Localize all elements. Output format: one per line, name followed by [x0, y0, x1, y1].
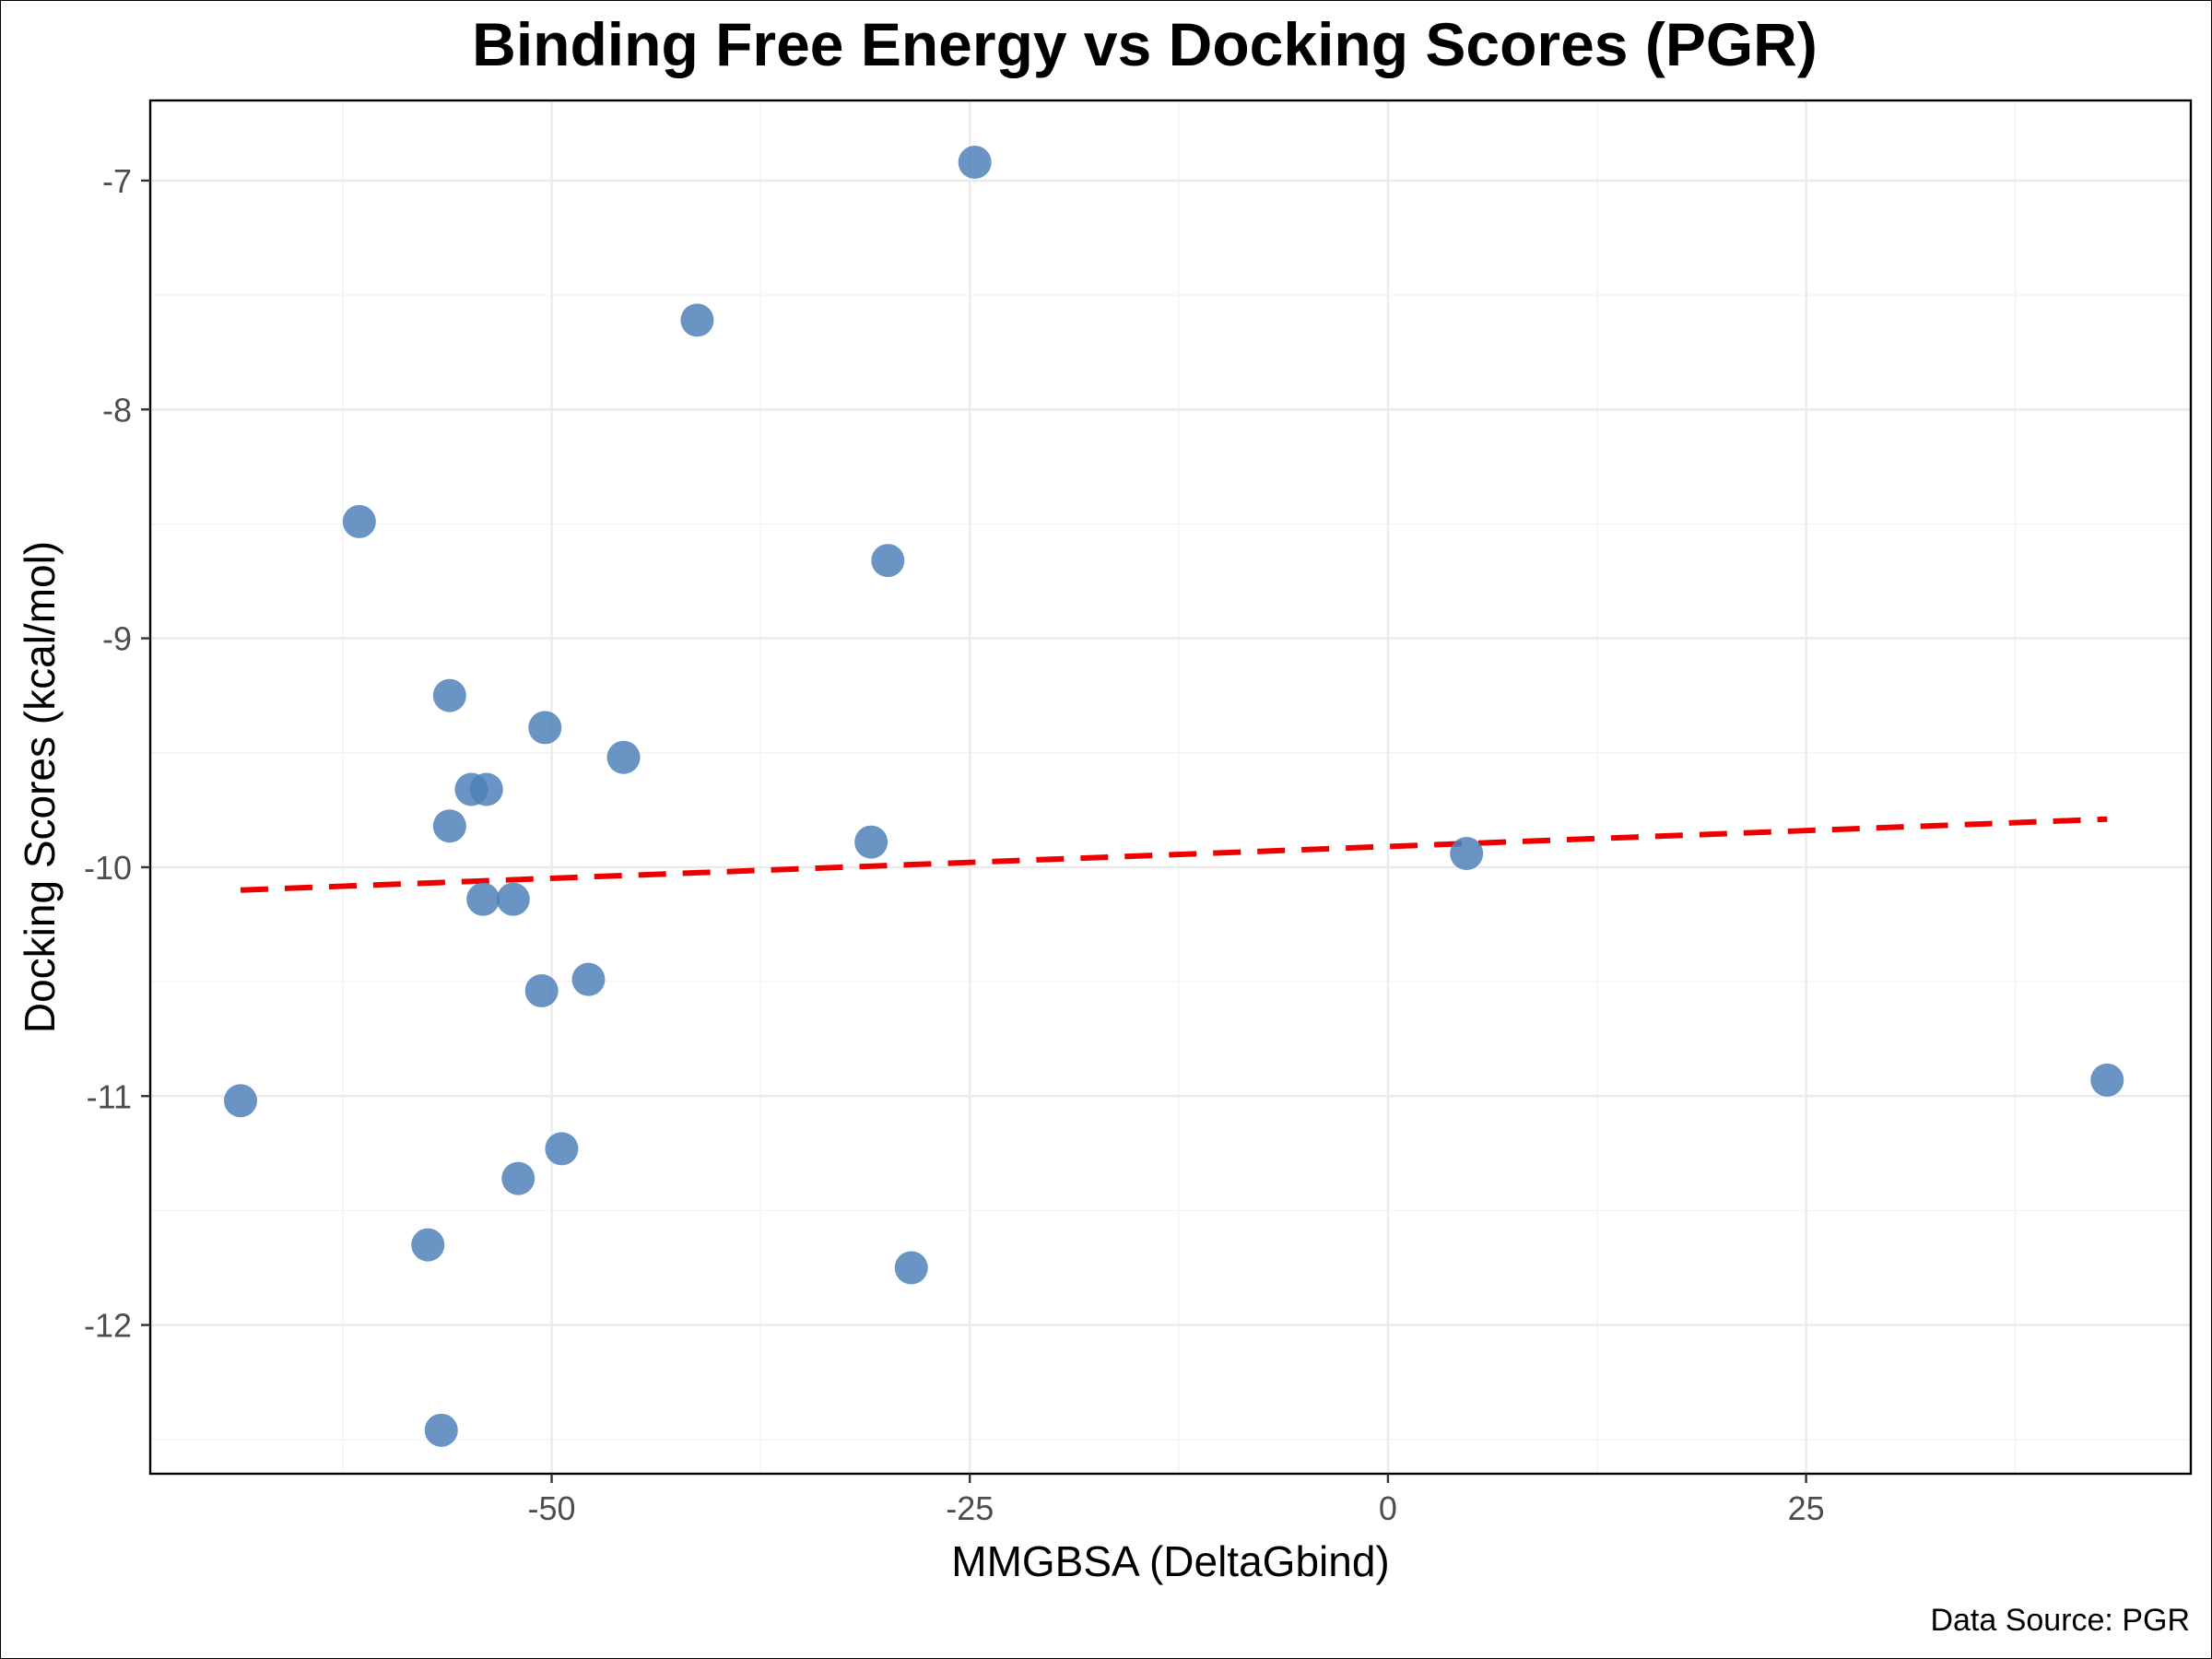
data-point — [342, 504, 376, 538]
data-point — [528, 711, 562, 745]
y-tick-label: -12 — [84, 1307, 132, 1345]
data-point — [606, 740, 641, 774]
data-point — [2090, 1063, 2124, 1097]
data-point — [411, 1228, 445, 1262]
x-axis-title: MMGBSA (DeltaGbind) — [951, 1537, 1389, 1585]
data-source-caption: Data Source: PGR — [1930, 1603, 2190, 1638]
y-tick-label: -8 — [102, 391, 132, 429]
data-point — [680, 303, 714, 337]
data-point — [469, 772, 503, 806]
x-tick-label: -25 — [946, 1489, 994, 1527]
y-tick-label: -9 — [102, 620, 132, 658]
data-point — [524, 974, 559, 1008]
chart-title: Binding Free Energy vs Docking Scores (P… — [472, 10, 1818, 78]
x-tick-label: 0 — [1379, 1489, 1397, 1527]
data-point — [871, 544, 905, 578]
data-point — [894, 1251, 928, 1285]
data-point — [432, 678, 466, 712]
data-point — [424, 1413, 458, 1447]
y-tick-label: -10 — [84, 849, 132, 887]
x-tick-label: 25 — [1788, 1489, 1825, 1527]
data-point — [501, 1161, 535, 1195]
data-point — [223, 1084, 257, 1118]
data-point — [958, 146, 992, 180]
data-point — [432, 809, 466, 843]
trend-line-group — [240, 816, 2108, 893]
data-point — [545, 1132, 579, 1166]
trend-line — [240, 816, 2108, 893]
y-axis-title: Docking Scores (kcal/mol) — [16, 541, 64, 1033]
data-points — [223, 146, 2124, 1447]
grid-lines — [150, 100, 2191, 1474]
data-point — [466, 882, 500, 916]
data-point — [496, 882, 530, 916]
data-point — [854, 825, 888, 859]
data-point — [1450, 837, 1484, 871]
y-tick-label: -11 — [87, 1077, 132, 1115]
x-tick-label: -50 — [528, 1489, 576, 1527]
data-point — [571, 962, 606, 996]
y-tick-label: -7 — [102, 162, 132, 200]
x-axis-ticks: -50 -25 0 25 — [528, 1474, 1825, 1527]
y-axis-ticks: -12 -11 -10 -9 -8 -7 — [84, 162, 150, 1345]
plot-panel-border — [148, 99, 2193, 1476]
